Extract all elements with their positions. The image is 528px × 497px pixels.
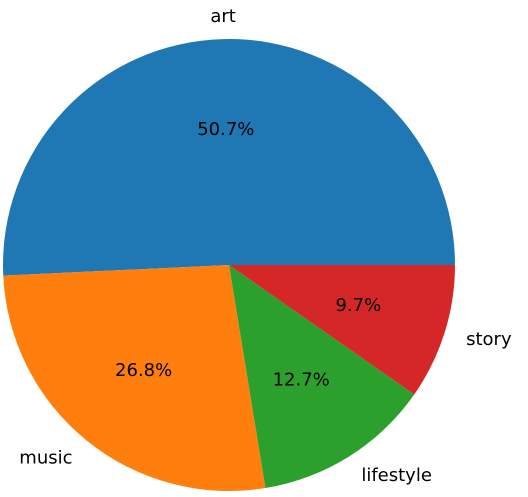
slice-percent-label: 12.7%: [273, 369, 330, 390]
pie-slices: [3, 39, 455, 491]
pie-labels: 50.7% art 26.8% music 12.7% lifestyle 9.7% stor…: [19, 6, 512, 486]
pie-slice-story: [229, 265, 455, 395]
slice-category-label: lifestyle: [361, 465, 432, 486]
slice-category-label: art: [210, 6, 236, 27]
slice-category-label: story: [466, 329, 512, 350]
pie-slice-music: [3, 265, 266, 491]
slice-percent-label: 26.8%: [115, 360, 172, 381]
slice-percent-label: 9.7%: [335, 295, 381, 316]
pie-slice-lifestyle: [229, 265, 415, 489]
slice-category-label: music: [19, 448, 72, 469]
slice-percent-label: 50.7%: [197, 119, 254, 140]
pie-slice-art: [3, 39, 455, 276]
